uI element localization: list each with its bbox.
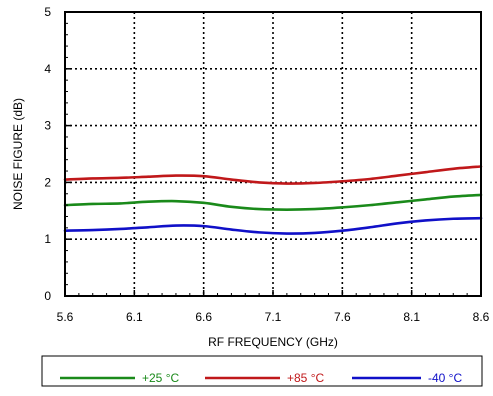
x-tick-label: 5.6 <box>57 310 74 324</box>
x-tick-label: 8.1 <box>403 310 420 324</box>
legend-label-0: +25 °C <box>142 371 179 385</box>
tick-marks <box>64 11 482 297</box>
y-tick-label: 0 <box>44 289 51 303</box>
legend-label-2: -40 °C <box>428 371 462 385</box>
x-tick-label: 6.6 <box>195 310 212 324</box>
x-tick-label: 8.6 <box>473 310 490 324</box>
x-tick-label: 6.1 <box>126 310 143 324</box>
series-line-2 <box>63 216 483 235</box>
grid-lines <box>65 12 481 296</box>
legend-box <box>41 355 483 387</box>
series-line-0 <box>63 193 483 211</box>
legend-items: +25 °C +85 °C -40 °C <box>60 371 462 385</box>
series-lines <box>63 165 483 235</box>
series-line-1 <box>63 165 483 185</box>
x-axis-title: RF FREQUENCY (GHz) <box>208 335 338 349</box>
y-axis-title: NOISE FIGURE (dB) <box>11 98 25 210</box>
y-tick-label: 3 <box>44 119 51 133</box>
legend-label-1: +85 °C <box>287 371 324 385</box>
tick-labels: 5.6 6.1 6.6 7.1 7.6 8.1 8.6 0 1 2 3 4 5 <box>44 5 489 324</box>
legend: +25 °C +85 °C -40 °C <box>41 355 483 387</box>
y-tick-label: 1 <box>44 232 51 246</box>
y-tick-label: 4 <box>44 62 51 76</box>
y-tick-label: 2 <box>44 175 51 189</box>
x-tick-label: 7.6 <box>334 310 351 324</box>
y-tick-label: 5 <box>44 5 51 19</box>
x-tick-label: 7.1 <box>265 310 282 324</box>
